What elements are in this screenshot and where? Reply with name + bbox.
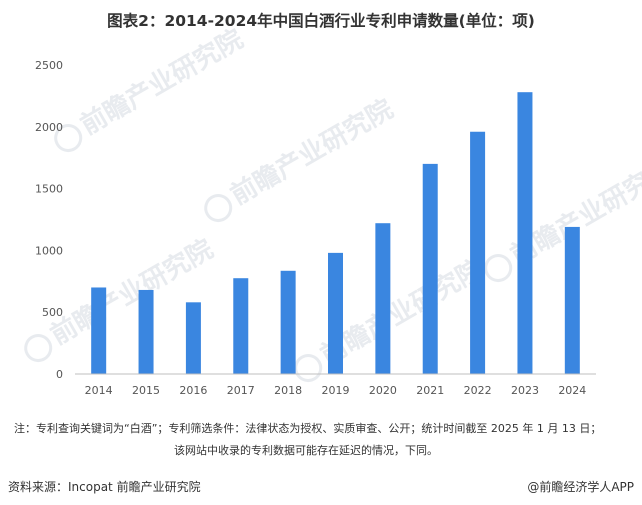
y-tick-label: 2000 <box>35 121 63 134</box>
x-tick-label: 2022 <box>464 384 492 397</box>
bar-2019 <box>328 252 343 374</box>
bar-2014 <box>91 287 107 374</box>
bar-2018 <box>280 270 296 374</box>
bar-2023 <box>517 92 533 374</box>
y-tick-label: 1500 <box>35 183 63 196</box>
chart-note: 注：专利查询关键词为“白酒”；专利筛选条件：法律状态为授权、实质审查、公开；统计… <box>14 418 638 462</box>
note-line-1: 注：专利查询关键词为“白酒”；专利筛选条件：法律状态为授权、实质审查、公开；统计… <box>14 422 602 435</box>
x-tick-label: 2023 <box>511 384 539 397</box>
x-tick-label: 2015 <box>132 384 160 397</box>
x-axis-ticks: 2014 2015 2016 2017 2018 2019 2020 2021 2022 2023… <box>85 384 587 397</box>
y-tick-label: 2500 <box>35 59 63 72</box>
note-line-2: 该网站中收录的专利数据可能存在延迟的情况，下同。 <box>174 444 438 457</box>
credit-text: @前瞻经济学人APP <box>527 480 634 494</box>
x-tick-label: 2018 <box>274 384 302 397</box>
chart-title: 图表2：2014-2024年中国白酒行业专利申请数量(单位：项) <box>107 12 535 30</box>
x-tick-label: 2020 <box>369 384 397 397</box>
y-tick-label: 500 <box>42 306 63 319</box>
y-axis-ticks: 0 500 1000 1500 2000 2500 <box>35 59 63 381</box>
x-tick-label: 2016 <box>179 384 207 397</box>
bar-2020 <box>375 223 391 374</box>
bar-2016 <box>185 302 201 374</box>
y-tick-label: 1000 <box>35 244 63 257</box>
bar-2022 <box>470 131 486 374</box>
x-tick-label: 2021 <box>416 384 444 397</box>
bars <box>91 92 580 374</box>
bar-2021 <box>422 163 438 374</box>
bar-2015 <box>138 289 154 374</box>
bar-2024 <box>564 226 580 374</box>
source-text: 资料来源：Incopat 前瞻产业研究院 <box>8 480 201 494</box>
x-tick-label: 2014 <box>85 384 113 397</box>
y-tick-label: 0 <box>56 368 63 381</box>
x-tick-label: 2017 <box>227 384 255 397</box>
x-tick-label: 2024 <box>558 384 586 397</box>
x-tick-label: 2019 <box>322 384 350 397</box>
bar-2017 <box>233 278 249 374</box>
